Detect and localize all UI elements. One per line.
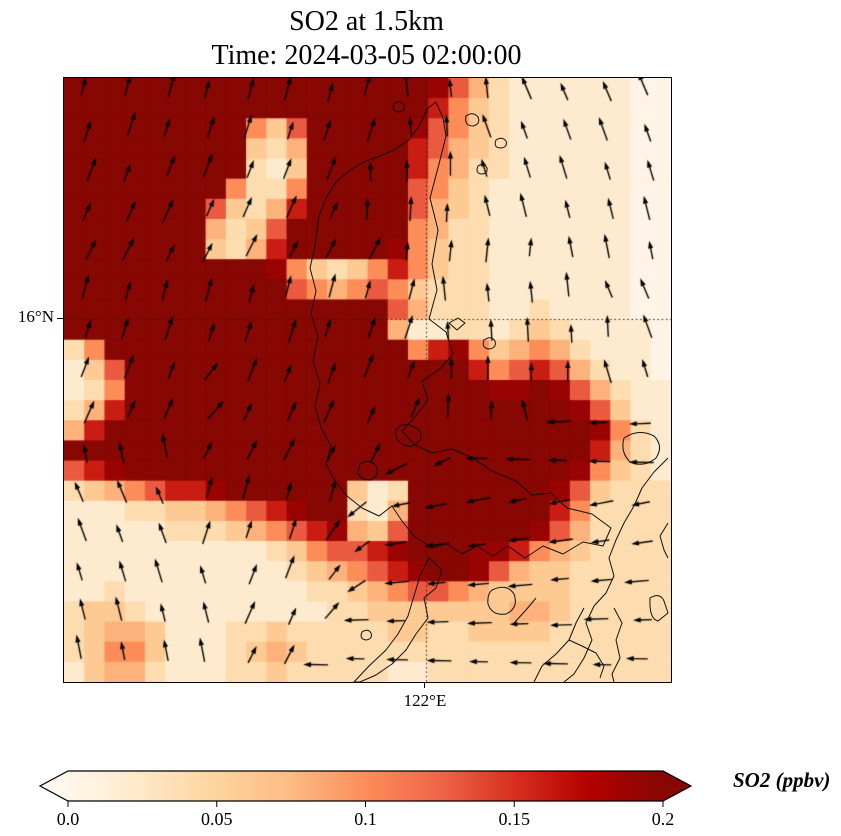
- y-axis-tick-label: 16°N: [17, 307, 54, 326]
- map-axes: [63, 77, 672, 683]
- colorbar-tick-label: 0.0: [57, 809, 80, 829]
- colorbar-ticks: 0.0 0.05 0.1 0.15 0.2: [57, 801, 675, 829]
- colorbar-tick-label: 0.1: [354, 809, 377, 829]
- x-axis-tick-label: 122°E: [403, 691, 447, 710]
- colorbar-label: SO2 (ppbv): [733, 768, 831, 792]
- plot-title: SO2 at 1.5km: [289, 6, 444, 37]
- colorbar-tick-label: 0.2: [652, 809, 675, 829]
- x-axis-tick: [424, 682, 425, 688]
- so2-heatmap-canvas: [64, 78, 671, 682]
- plot-subtitle-time: Time: 2024-03-05 02:00:00: [211, 40, 522, 71]
- colorbar-bar: [38, 770, 693, 802]
- colorbar-tick-label: 0.15: [499, 809, 531, 829]
- y-axis-tick: [57, 318, 63, 319]
- colorbar-tick-label: 0.05: [201, 809, 233, 829]
- colorbar: 0.0 0.05 0.1 0.15 0.2: [38, 770, 693, 829]
